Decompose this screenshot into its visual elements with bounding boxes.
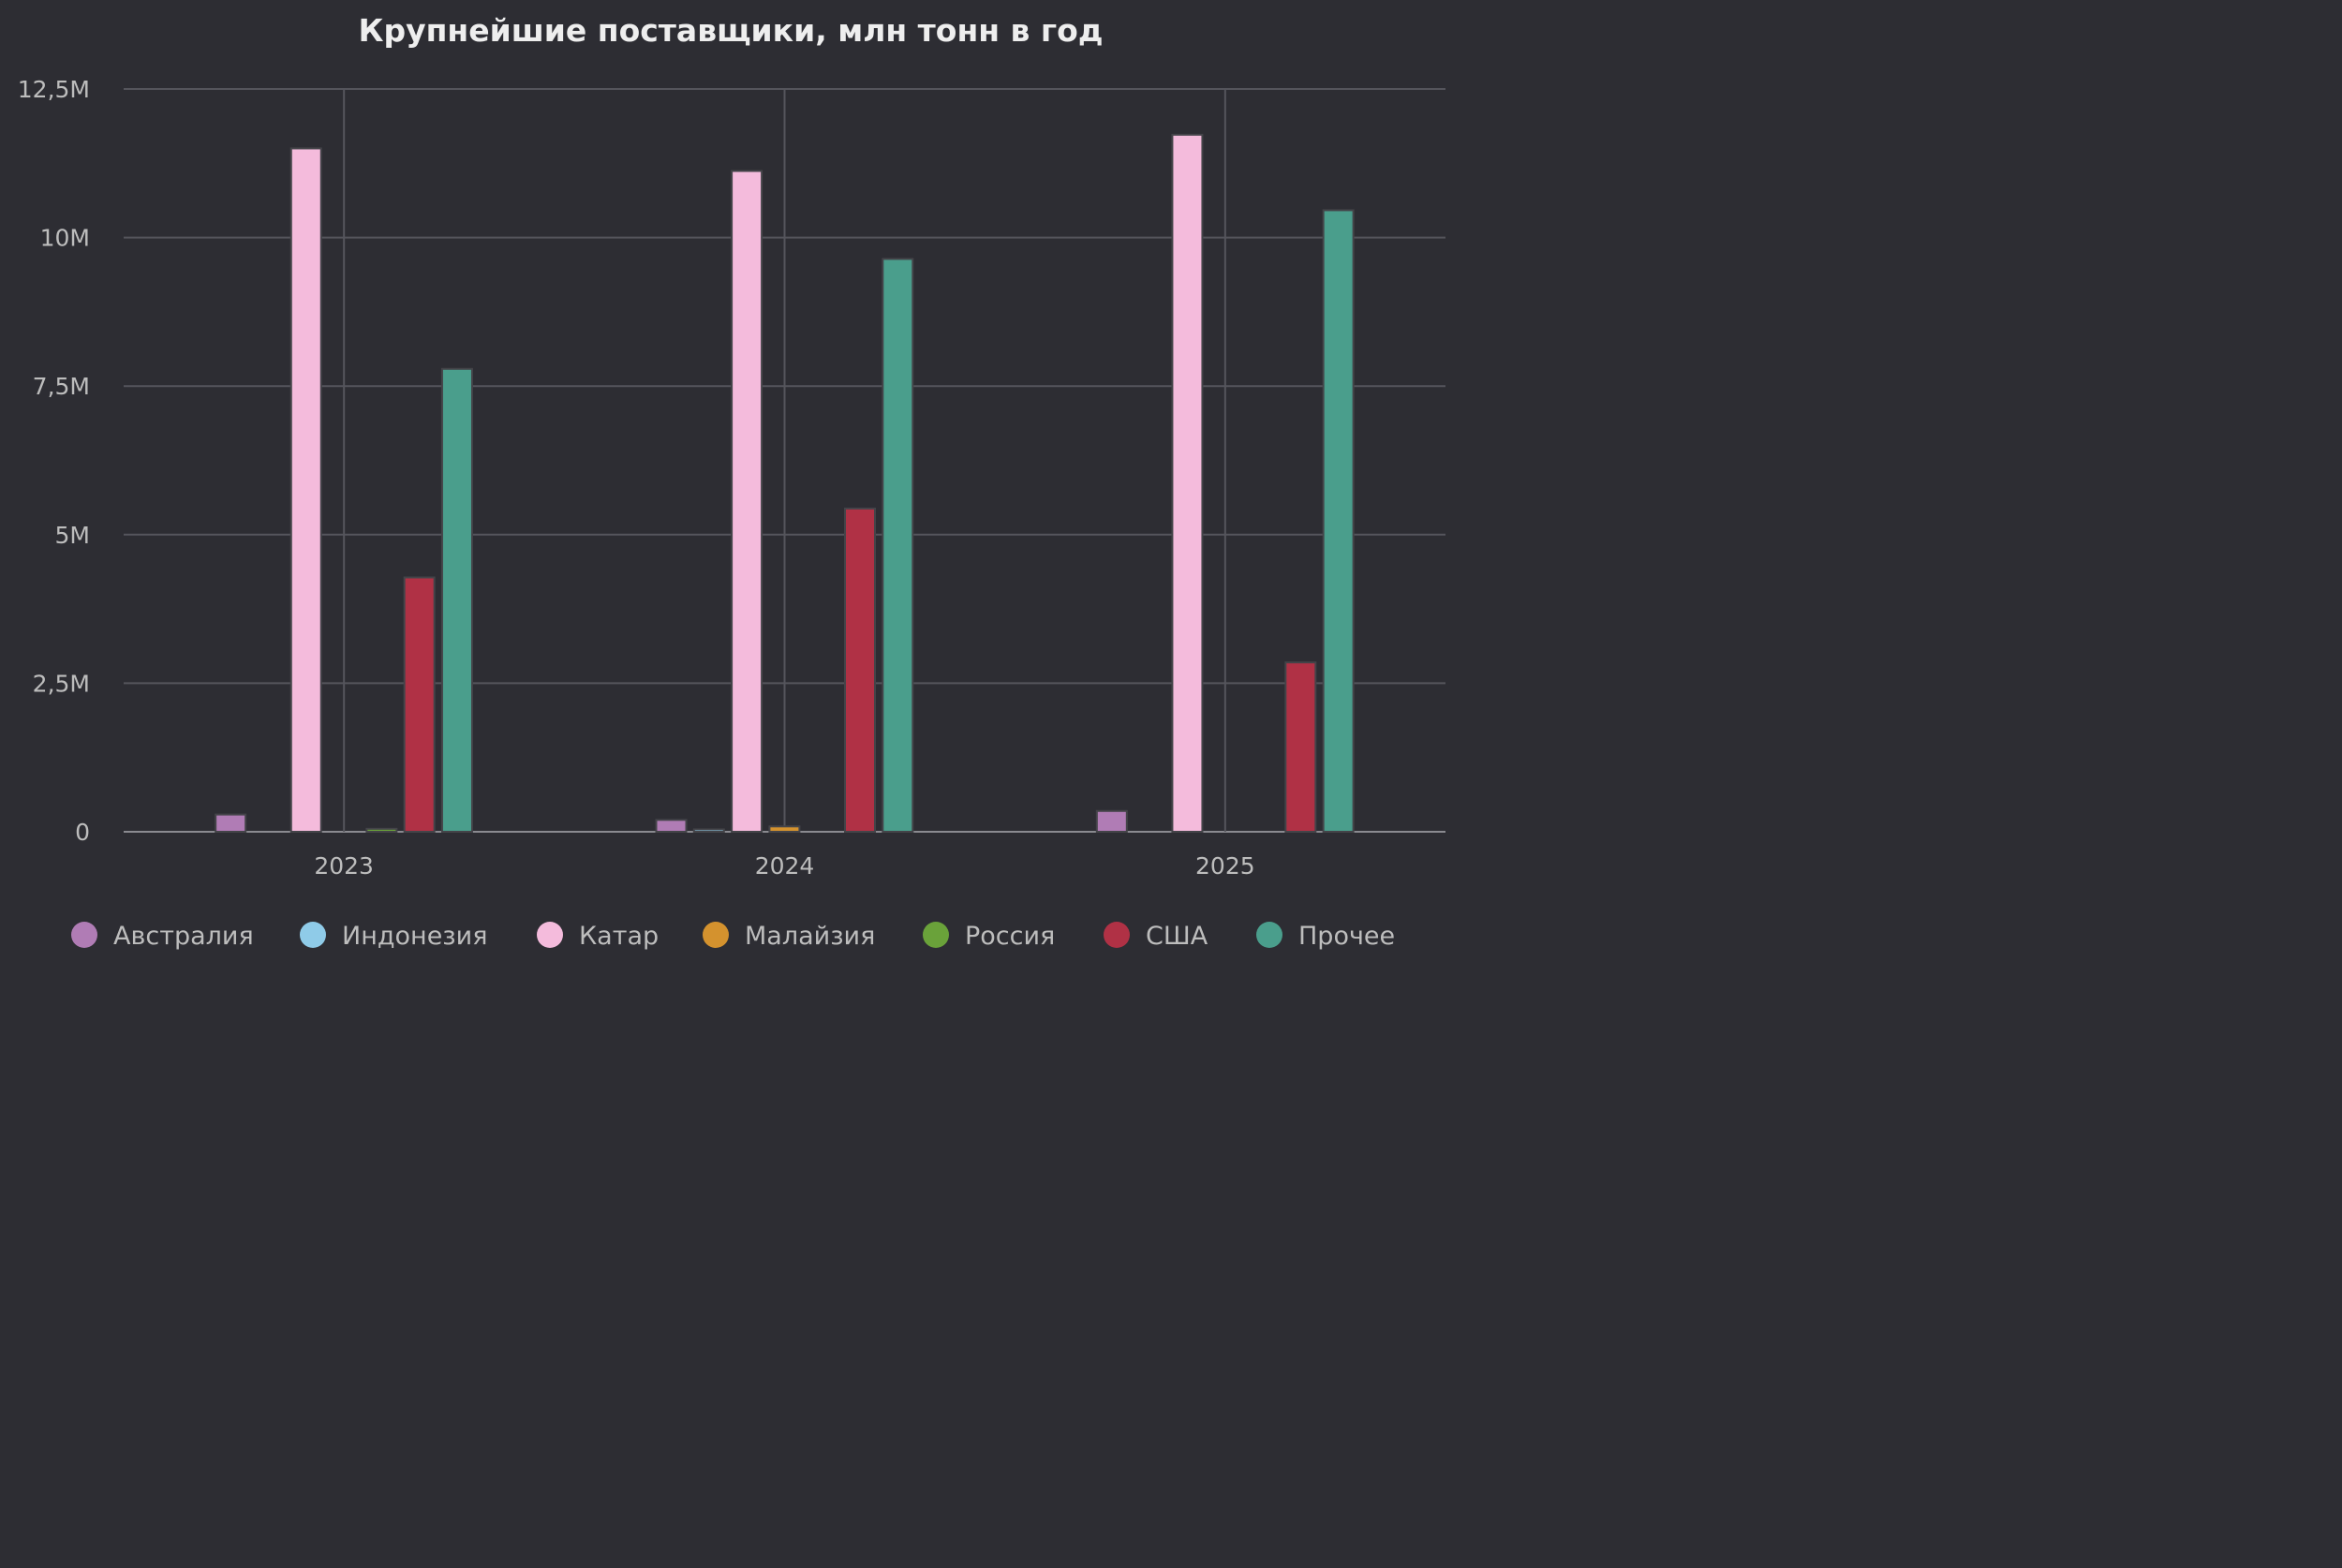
y-tick-label: 7,5M — [33, 373, 90, 400]
legend-label: Малайзия — [745, 922, 875, 951]
chart-title: Крупнейшие поставщики, млн тонн в год — [359, 12, 1104, 49]
bar-малайзия-2024[interactable] — [768, 825, 801, 834]
y-tick-label: 0 — [75, 819, 90, 846]
legend-label: Индонезия — [342, 922, 487, 951]
y-tick-label: 5M — [55, 522, 90, 549]
legend-item-австралия[interactable]: Австралия — [71, 922, 254, 951]
legend-item-сша[interactable]: США — [1104, 922, 1208, 951]
legend-item-индонезия[interactable]: Индонезия — [300, 922, 487, 951]
legend-label: Катар — [579, 922, 659, 951]
y-tick-label: 2,5M — [33, 670, 90, 697]
bar-chart: Крупнейшие поставщики, млн тонн в год 0 2… — [18, 12, 1445, 951]
y-tick-label: 10M — [40, 225, 90, 252]
legend-marker — [71, 922, 97, 948]
bar-прочее-2023[interactable] — [440, 367, 473, 833]
bar-россия-2023[interactable] — [365, 827, 398, 834]
y-axis-ticks: 0 2,5M 5M 7,5M 10M 12,5M — [18, 76, 90, 846]
legend-marker — [300, 922, 326, 948]
legend-marker — [537, 922, 563, 948]
bar-сша-2023[interactable] — [403, 576, 436, 833]
x-axis-ticks: 2023 2024 2025 — [314, 852, 1254, 880]
bar-катар-2025[interactable] — [1171, 133, 1204, 833]
legend-label: Прочее — [1298, 922, 1395, 951]
y-tick-label: 12,5M — [18, 76, 90, 103]
legend-label: Австралия — [113, 922, 254, 951]
legend-marker — [703, 922, 729, 948]
legend-marker — [1256, 922, 1282, 948]
bar-прочее-2024[interactable] — [882, 258, 914, 833]
bar-катар-2024[interactable] — [731, 170, 763, 834]
bar-индонезия-2024[interactable] — [692, 828, 725, 834]
legend-marker — [923, 922, 949, 948]
bar-сша-2024[interactable] — [844, 507, 876, 833]
legend-item-малайзия[interactable]: Малайзия — [703, 922, 875, 951]
bar-австралия-2025[interactable] — [1095, 809, 1128, 834]
legend-label: Россия — [965, 922, 1055, 951]
legend-marker — [1104, 922, 1130, 948]
x-tick-label: 2023 — [314, 852, 374, 880]
x-tick-label: 2025 — [1195, 852, 1255, 880]
bar-австралия-2024[interactable] — [655, 819, 688, 834]
gridlines — [124, 88, 1445, 833]
bar-австралия-2023[interactable] — [215, 813, 247, 834]
legend-item-россия[interactable]: Россия — [923, 922, 1055, 951]
chart-container: Крупнейшие поставщики, млн тонн в год 0 2… — [0, 0, 1469, 984]
bar-катар-2023[interactable] — [289, 147, 322, 833]
bar-прочее-2025[interactable] — [1322, 209, 1355, 833]
bar-сша-2025[interactable] — [1284, 661, 1317, 833]
legend: Австралия Индонезия Катар Малайзия Россия США… — [71, 922, 1395, 951]
legend-item-катар[interactable]: Катар — [537, 922, 659, 951]
legend-item-прочее[interactable]: Прочее — [1256, 922, 1395, 951]
legend-label: США — [1146, 922, 1208, 951]
bars — [215, 133, 1355, 834]
x-tick-label: 2024 — [755, 852, 815, 880]
